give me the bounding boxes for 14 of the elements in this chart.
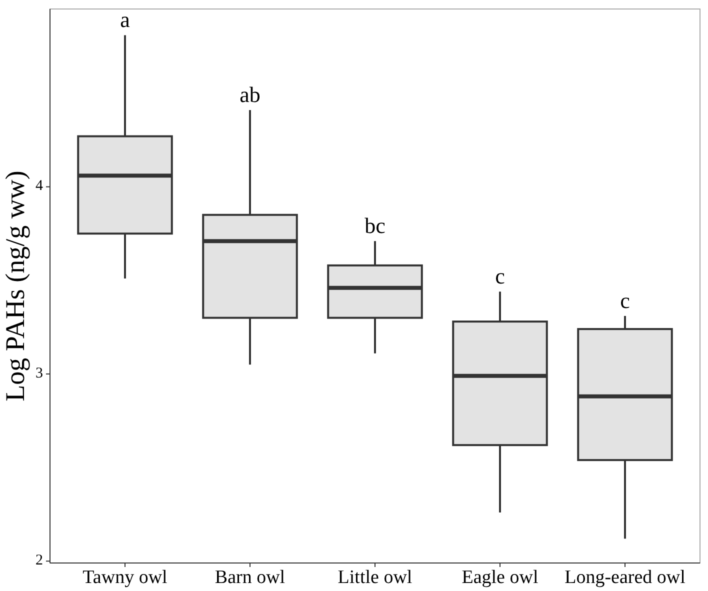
x-tick-label: Tawny owl	[82, 567, 168, 588]
y-tick-label: 4	[36, 178, 44, 194]
annotation: a	[120, 7, 130, 32]
annotation: bc	[364, 213, 386, 238]
y-tick-label: 3	[36, 365, 43, 382]
x-tick-label: Little owl	[338, 567, 412, 588]
x-tick-label: Eagle owl	[462, 567, 538, 588]
annotation: c	[620, 288, 630, 313]
y-tick-label: 2	[36, 552, 43, 569]
annotation: c	[495, 264, 506, 289]
x-tick-label: Long-eared owl	[564, 567, 686, 588]
x-tick-label: Barn owl	[214, 567, 286, 588]
annotation: ab	[240, 82, 260, 108]
y-axis-title: Log PAHs (ng/g ww)	[0, 170, 30, 402]
